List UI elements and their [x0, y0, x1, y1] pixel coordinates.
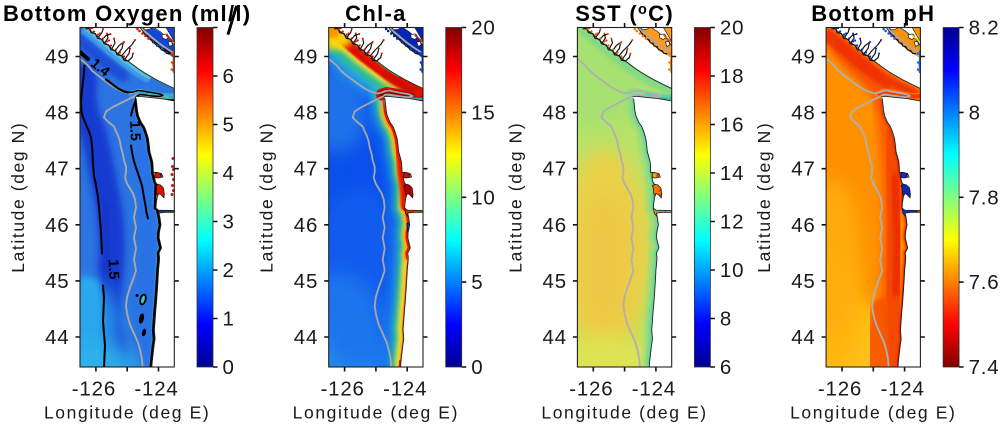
svg-text:46: 46	[45, 214, 69, 237]
svg-text:16: 16	[720, 114, 744, 137]
svg-text:7.8: 7.8	[969, 186, 1000, 209]
svg-text:47: 47	[45, 158, 69, 181]
svg-text:45: 45	[45, 270, 69, 293]
svg-text:3: 3	[223, 211, 235, 234]
svg-text:49: 49	[45, 46, 69, 69]
svg-text:0: 0	[471, 356, 483, 379]
svg-text:49: 49	[791, 46, 815, 69]
svg-text:44: 44	[45, 326, 69, 349]
svg-text:Longitude (deg E): Longitude (deg E)	[541, 403, 707, 423]
svg-text:7.6: 7.6	[969, 271, 1000, 294]
svg-text:48: 48	[294, 102, 318, 125]
svg-text:6: 6	[223, 65, 235, 88]
svg-text:10: 10	[720, 259, 744, 282]
svg-text:48: 48	[45, 102, 69, 125]
svg-text:-126: -126	[818, 378, 862, 401]
svg-text:1.5: 1.5	[126, 121, 143, 142]
svg-text:18: 18	[720, 65, 744, 88]
svg-text:5: 5	[471, 271, 483, 294]
svg-text:46: 46	[791, 214, 815, 237]
svg-text:8: 8	[969, 101, 981, 124]
svg-text:47: 47	[791, 158, 815, 181]
svg-text:6: 6	[720, 356, 732, 379]
svg-text:Latitude (deg N): Latitude (deg N)	[8, 122, 28, 273]
svg-text:Longitude (deg E): Longitude (deg E)	[293, 403, 459, 423]
svg-text:0: 0	[223, 356, 235, 379]
svg-text:14: 14	[720, 162, 744, 185]
svg-text:46: 46	[294, 214, 318, 237]
svg-text:44: 44	[542, 326, 566, 349]
svg-text:1.5: 1.5	[105, 259, 122, 280]
svg-text:10: 10	[471, 186, 495, 209]
svg-text:12: 12	[720, 211, 744, 234]
svg-text:46: 46	[542, 214, 566, 237]
svg-text:48: 48	[791, 102, 815, 125]
svg-text:5: 5	[223, 114, 235, 137]
svg-text:49: 49	[294, 46, 318, 69]
svg-text:47: 47	[542, 158, 566, 181]
svg-text:49: 49	[542, 46, 566, 69]
svg-text:45: 45	[542, 270, 566, 293]
svg-text:Longitude (deg E): Longitude (deg E)	[44, 403, 210, 423]
svg-text:-124: -124	[880, 378, 924, 401]
svg-text:Latitude (deg N): Latitude (deg N)	[505, 122, 525, 273]
svg-text:Latitude (deg N): Latitude (deg N)	[754, 122, 774, 273]
svg-text:1: 1	[223, 308, 235, 331]
svg-text:Bottom pH: Bottom pH	[811, 1, 935, 26]
svg-text:48: 48	[542, 102, 566, 125]
svg-text:7.4: 7.4	[969, 356, 1000, 379]
svg-text:SST (oC): SST (oC)	[575, 1, 674, 26]
svg-text:Longitude (deg E): Longitude (deg E)	[790, 403, 956, 423]
svg-text:45: 45	[791, 270, 815, 293]
svg-text:20: 20	[720, 17, 744, 40]
svg-text:Bottom Oxygen (ml/l): Bottom Oxygen (ml/l)	[3, 1, 251, 26]
svg-text:4: 4	[223, 162, 235, 185]
svg-text:-124: -124	[383, 378, 427, 401]
svg-text:-126: -126	[320, 378, 364, 401]
svg-text:Latitude (deg N): Latitude (deg N)	[257, 122, 277, 273]
svg-text:2: 2	[223, 259, 235, 282]
svg-text:44: 44	[791, 326, 815, 349]
svg-text:45: 45	[294, 270, 318, 293]
svg-text:-124: -124	[134, 378, 178, 401]
svg-text:8: 8	[720, 308, 732, 331]
svg-text:8.2: 8.2	[969, 17, 1000, 40]
svg-text:-126: -126	[569, 378, 613, 401]
svg-text:15: 15	[471, 101, 495, 124]
svg-text:20: 20	[471, 17, 495, 40]
svg-text:-126: -126	[72, 378, 116, 401]
svg-text:-124: -124	[632, 378, 676, 401]
svg-text:47: 47	[294, 158, 318, 181]
svg-text:44: 44	[294, 326, 318, 349]
svg-text:Chl-a: Chl-a	[345, 1, 407, 26]
